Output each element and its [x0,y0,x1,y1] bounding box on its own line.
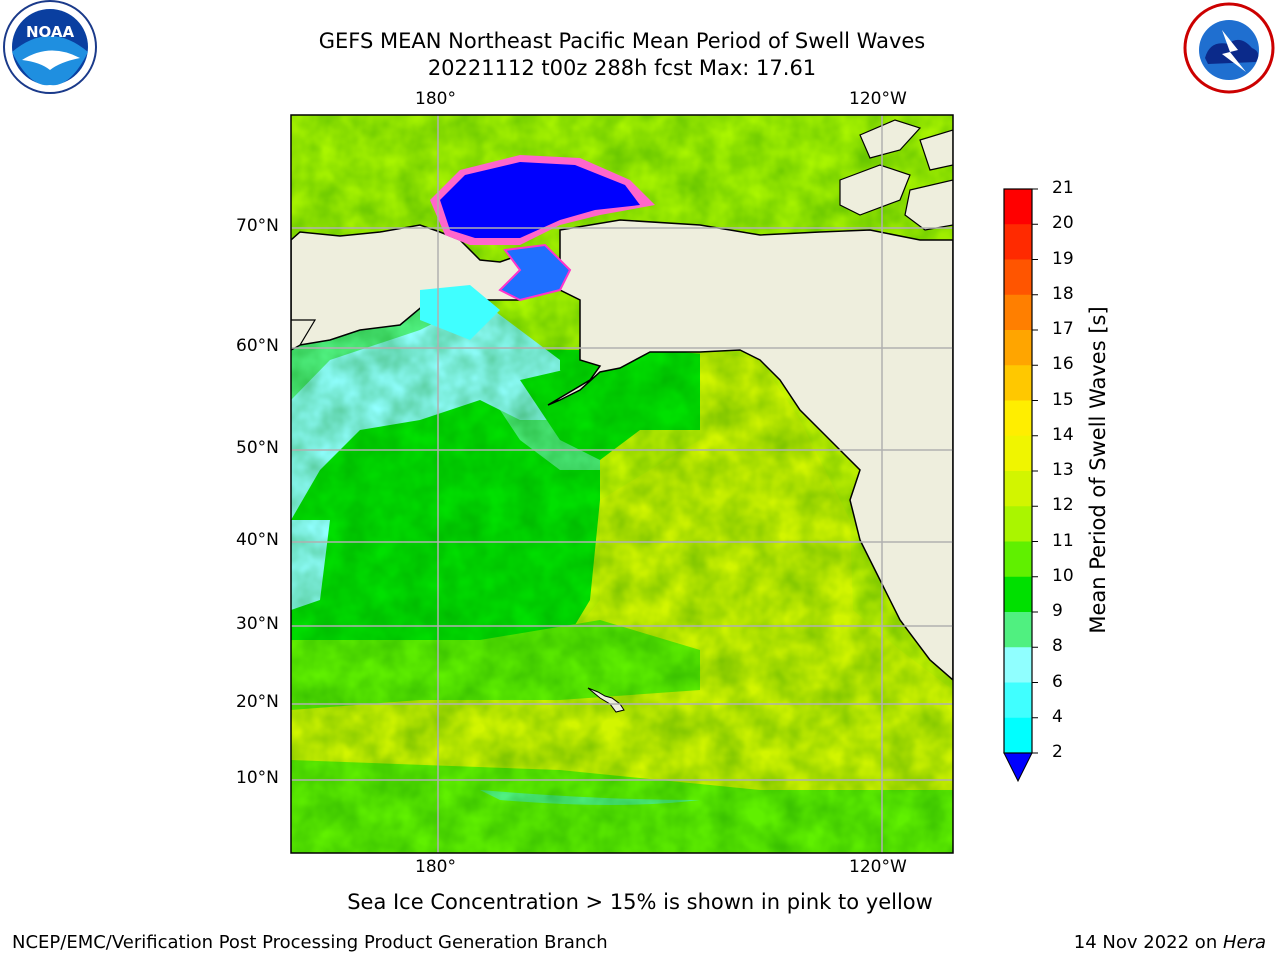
lon-label-top-180: 180° [415,89,456,109]
lat-label-70n: 70°N [236,216,279,236]
colorbar-tick-label: 4 [1052,706,1063,727]
colorbar-tick-label: 15 [1052,389,1074,410]
colorbar-segment [1004,224,1032,260]
colorbar-tick-label: 20 [1052,213,1074,234]
colorbar-title: Mean Period of Swell Waves [s] [1086,306,1110,634]
nws-logo [1183,2,1275,94]
colorbar-tick-label: 2 [1052,742,1063,762]
credit-host: Hera [1222,932,1266,953]
lon-label-top-120w: 120°W [849,89,907,109]
colorbar-segment [1004,435,1032,472]
credit-date-text: 14 Nov 2022 on [1073,932,1223,953]
map-subtitle: 20221112 t00z 288h fcst Max: 17.61 [427,56,817,80]
lat-label-20n: 20°N [236,692,279,712]
colorbar-tick-label: 18 [1052,283,1074,304]
colorbar-tick-label: 13 [1052,460,1074,480]
sea-ice-caption: Sea Ice Concentration > 15% is shown in … [347,890,933,914]
credit-date: 14 Nov 2022 on Hera [1074,932,1266,953]
lat-label-10n: 10°N [236,768,279,788]
map-title: GEFS MEAN Northeast Pacific Mean Period … [318,29,926,53]
colorbar-tick-label: 6 [1052,671,1063,692]
noaa-logo-text: NOAA [26,23,75,41]
colorbar-tick-label: 19 [1052,248,1074,269]
colorbar-tick-label: 9 [1052,601,1063,621]
colorbar-segment [1004,189,1032,225]
colorbar-segment [1004,647,1032,683]
colorbar-extend-arrow [1003,752,1033,783]
colorbar-tick-label: 21 [1052,178,1074,198]
colorbar-segment [1004,365,1032,401]
lat-label-60n: 60°N [236,336,279,356]
colorbar-tick-label: 11 [1052,530,1074,551]
colorbar-segment [1004,541,1032,578]
colorbar-tick-label: 10 [1052,565,1074,586]
lon-label-bottom-120w: 120°W [849,857,907,877]
lat-label-50n: 50°N [236,438,279,458]
colorbar-segment [1004,471,1032,507]
colorbar-tick-label: 16 [1052,354,1074,375]
colorbar-segment [1004,294,1032,331]
colorbar-tick-label: 17 [1052,319,1074,339]
colorbar-segment [1004,259,1032,296]
swell-period-field [291,115,953,853]
colorbar-segment [1004,400,1032,437]
credit-producer: NCEP/EMC/Verification Post Processing Pr… [12,932,608,953]
colorbar-segment [1004,612,1032,648]
lon-label-bottom-180: 180° [415,857,456,877]
lat-label-40n: 40°N [236,530,279,550]
map-gridlines [291,115,953,853]
colorbar [1003,188,1038,783]
lat-label-30n: 30°N [236,614,279,634]
colorbar-tick-label: 12 [1052,495,1074,516]
noaa-logo: NOAA [3,0,97,94]
colorbar-segment [1004,717,1032,754]
colorbar-segment [1004,682,1032,719]
colorbar-segment [1004,576,1032,613]
colorbar-segment [1004,506,1032,542]
colorbar-tick-label: 14 [1052,424,1074,445]
map-border [290,114,954,854]
colorbar-tick-label: 8 [1052,636,1063,657]
colorbar-segment [1004,330,1032,366]
